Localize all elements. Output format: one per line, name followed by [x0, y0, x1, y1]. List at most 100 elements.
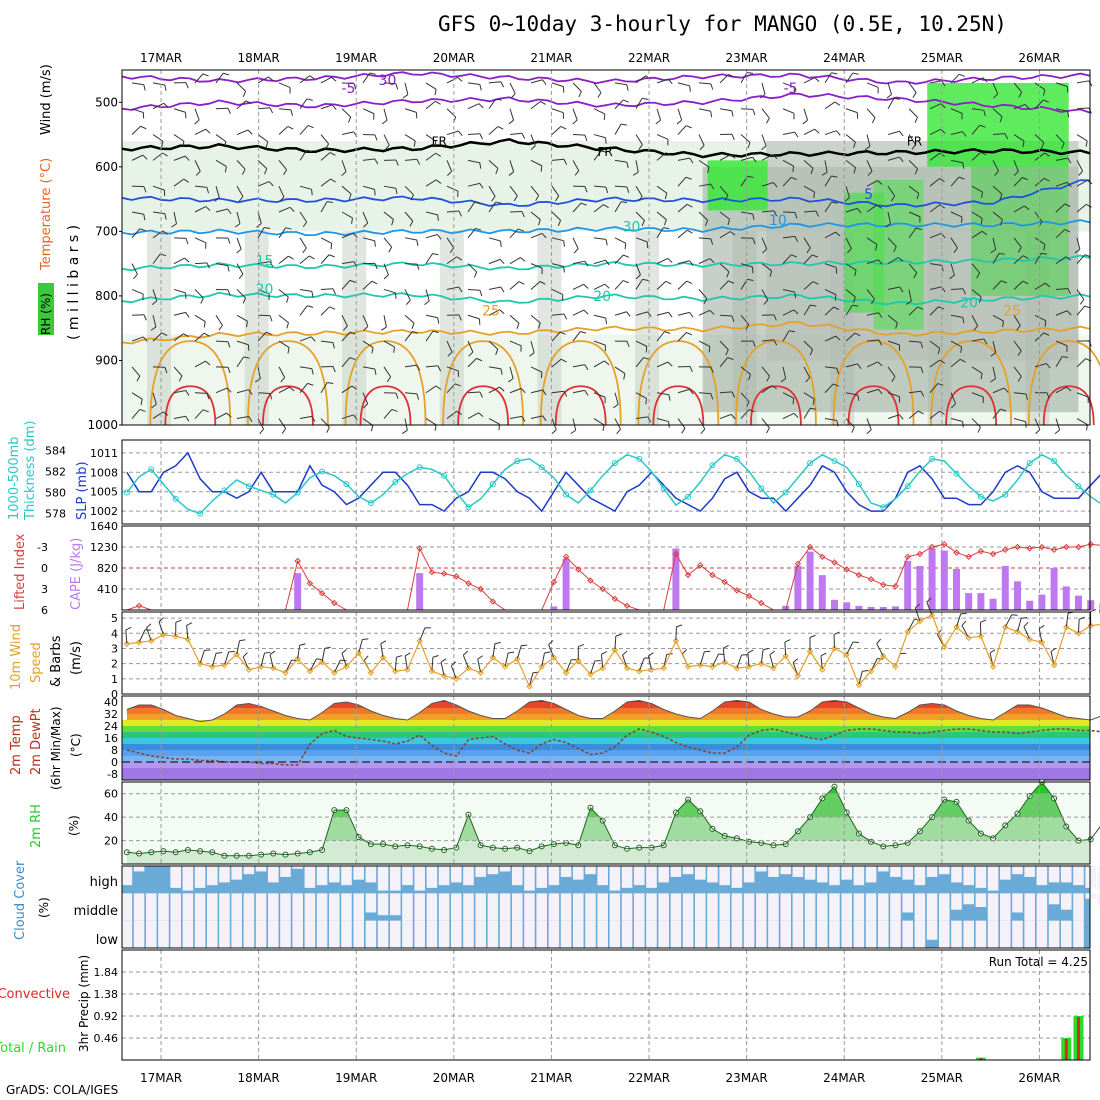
wind-barb	[572, 418, 577, 431]
date-label-top: 17MAR	[140, 51, 182, 65]
wind-barb-flag	[727, 219, 731, 226]
wind-barb	[1076, 289, 1085, 300]
wind-barb-flag	[731, 391, 736, 398]
ylabel-cloud: Cloud Cover	[13, 860, 28, 940]
wind-barb-10m-flag	[242, 652, 248, 658]
wind-barb	[236, 356, 245, 368]
wind-barb-10m-flag	[615, 633, 622, 637]
wind-barb	[1055, 82, 1068, 88]
wind-barb	[635, 279, 643, 290]
temp-tick-label: 24	[104, 720, 118, 733]
wind-barb-flag	[510, 93, 516, 99]
wind-barb	[404, 211, 414, 222]
wind-barb-flag	[499, 309, 505, 315]
wind-barb	[488, 201, 497, 213]
series-line-rh	[126, 781, 1100, 857]
wind-barb	[698, 289, 708, 299]
wind-barb-flag	[259, 428, 264, 435]
wind-barb	[635, 134, 643, 145]
wind-barb-10m	[699, 651, 705, 666]
wind-barb	[488, 185, 496, 197]
wind-barb	[362, 158, 375, 161]
wind-point	[928, 611, 936, 619]
wind-barb	[635, 416, 648, 420]
wind-barb	[824, 231, 836, 239]
cape-bar	[794, 565, 802, 610]
wind-barb	[551, 237, 564, 242]
wind-barb-flag	[638, 144, 643, 150]
wind-barb	[215, 186, 220, 198]
wind-barb	[908, 134, 916, 145]
wind-barb-flag	[456, 410, 462, 415]
wind-barb-flag	[242, 168, 246, 175]
wind-barb-flag	[762, 248, 768, 254]
wind-barb-flag	[537, 219, 541, 226]
wind-barb-10m-flag	[648, 652, 654, 657]
cloud-clear-low	[231, 920, 242, 948]
wind-barb-flag	[309, 75, 315, 80]
cape-bar	[891, 606, 899, 610]
cloud-clear-high	[865, 866, 877, 883]
wind-barb	[194, 314, 206, 322]
contour-label: 25	[482, 303, 500, 319]
wind-barb-flag	[495, 201, 502, 204]
cloud-clear-high	[499, 866, 511, 872]
wind-barb	[488, 237, 501, 242]
cloud-clear-low	[597, 920, 608, 948]
wind-barb	[908, 289, 912, 302]
wind-barb-flag	[202, 409, 209, 413]
temp-band	[122, 768, 1090, 780]
wind-barb	[341, 331, 351, 342]
cloud-clear-high	[463, 866, 474, 886]
cloud-clear-middle	[633, 893, 645, 921]
wind-barb-10m	[638, 657, 645, 672]
temp-frame	[121, 695, 1091, 781]
wind-barb-flag	[434, 424, 437, 431]
wind-barb-10m-flag	[451, 661, 457, 667]
cloud-level-high: high	[90, 875, 118, 890]
cloud-clear-middle	[365, 893, 377, 913]
wind-barb-10m	[516, 645, 522, 660]
wind-barb-10m	[858, 671, 863, 686]
wind-barb-flag	[1017, 350, 1022, 357]
wind-barb	[551, 358, 562, 368]
wind-barb	[593, 392, 606, 398]
cape-bar	[1026, 600, 1034, 610]
wind-barb-flag	[1035, 429, 1041, 435]
wind-barb	[320, 76, 332, 84]
cloud-clear-low	[853, 920, 865, 948]
wind-barb-flag	[1043, 177, 1050, 182]
wind-barb	[467, 201, 476, 213]
rh-green-patch	[971, 166, 1069, 296]
wind-barb	[593, 150, 602, 161]
wind-barb	[803, 304, 811, 316]
wind-barb-flag	[150, 326, 157, 331]
contour-label: FR	[597, 145, 612, 159]
wind-barb-flag	[479, 162, 482, 169]
wind-barb-10m-flag	[914, 603, 921, 609]
isotherm--5b	[121, 92, 1091, 114]
wind-barb-flag	[311, 368, 314, 375]
wind-barb	[278, 366, 286, 378]
wind-barb-10m-flag	[239, 639, 246, 642]
wind-barb	[467, 103, 480, 110]
wind-barb-10m-flag	[544, 651, 551, 654]
wind-barb-flag	[433, 141, 437, 148]
cloud-clear-low	[975, 920, 987, 948]
wind-barb	[278, 82, 291, 88]
wind-barb-flag	[348, 193, 352, 200]
ylabel-precip-conv: Convective	[0, 987, 70, 1002]
cloud-clear-low	[463, 920, 474, 948]
wind-barb	[194, 332, 205, 342]
cloud-clear-middle	[389, 893, 401, 916]
wind-barb	[971, 392, 984, 398]
li-tick-label: 6	[41, 604, 48, 617]
wind-barb	[1013, 205, 1025, 213]
wind-barb-flag	[993, 93, 999, 99]
wind-barb	[320, 178, 331, 187]
wind-barb	[257, 288, 270, 295]
wind-barb	[614, 392, 619, 405]
wind-barb	[530, 415, 543, 420]
wind-barb-flag	[699, 145, 705, 151]
wind-barb-flag	[1054, 429, 1060, 435]
